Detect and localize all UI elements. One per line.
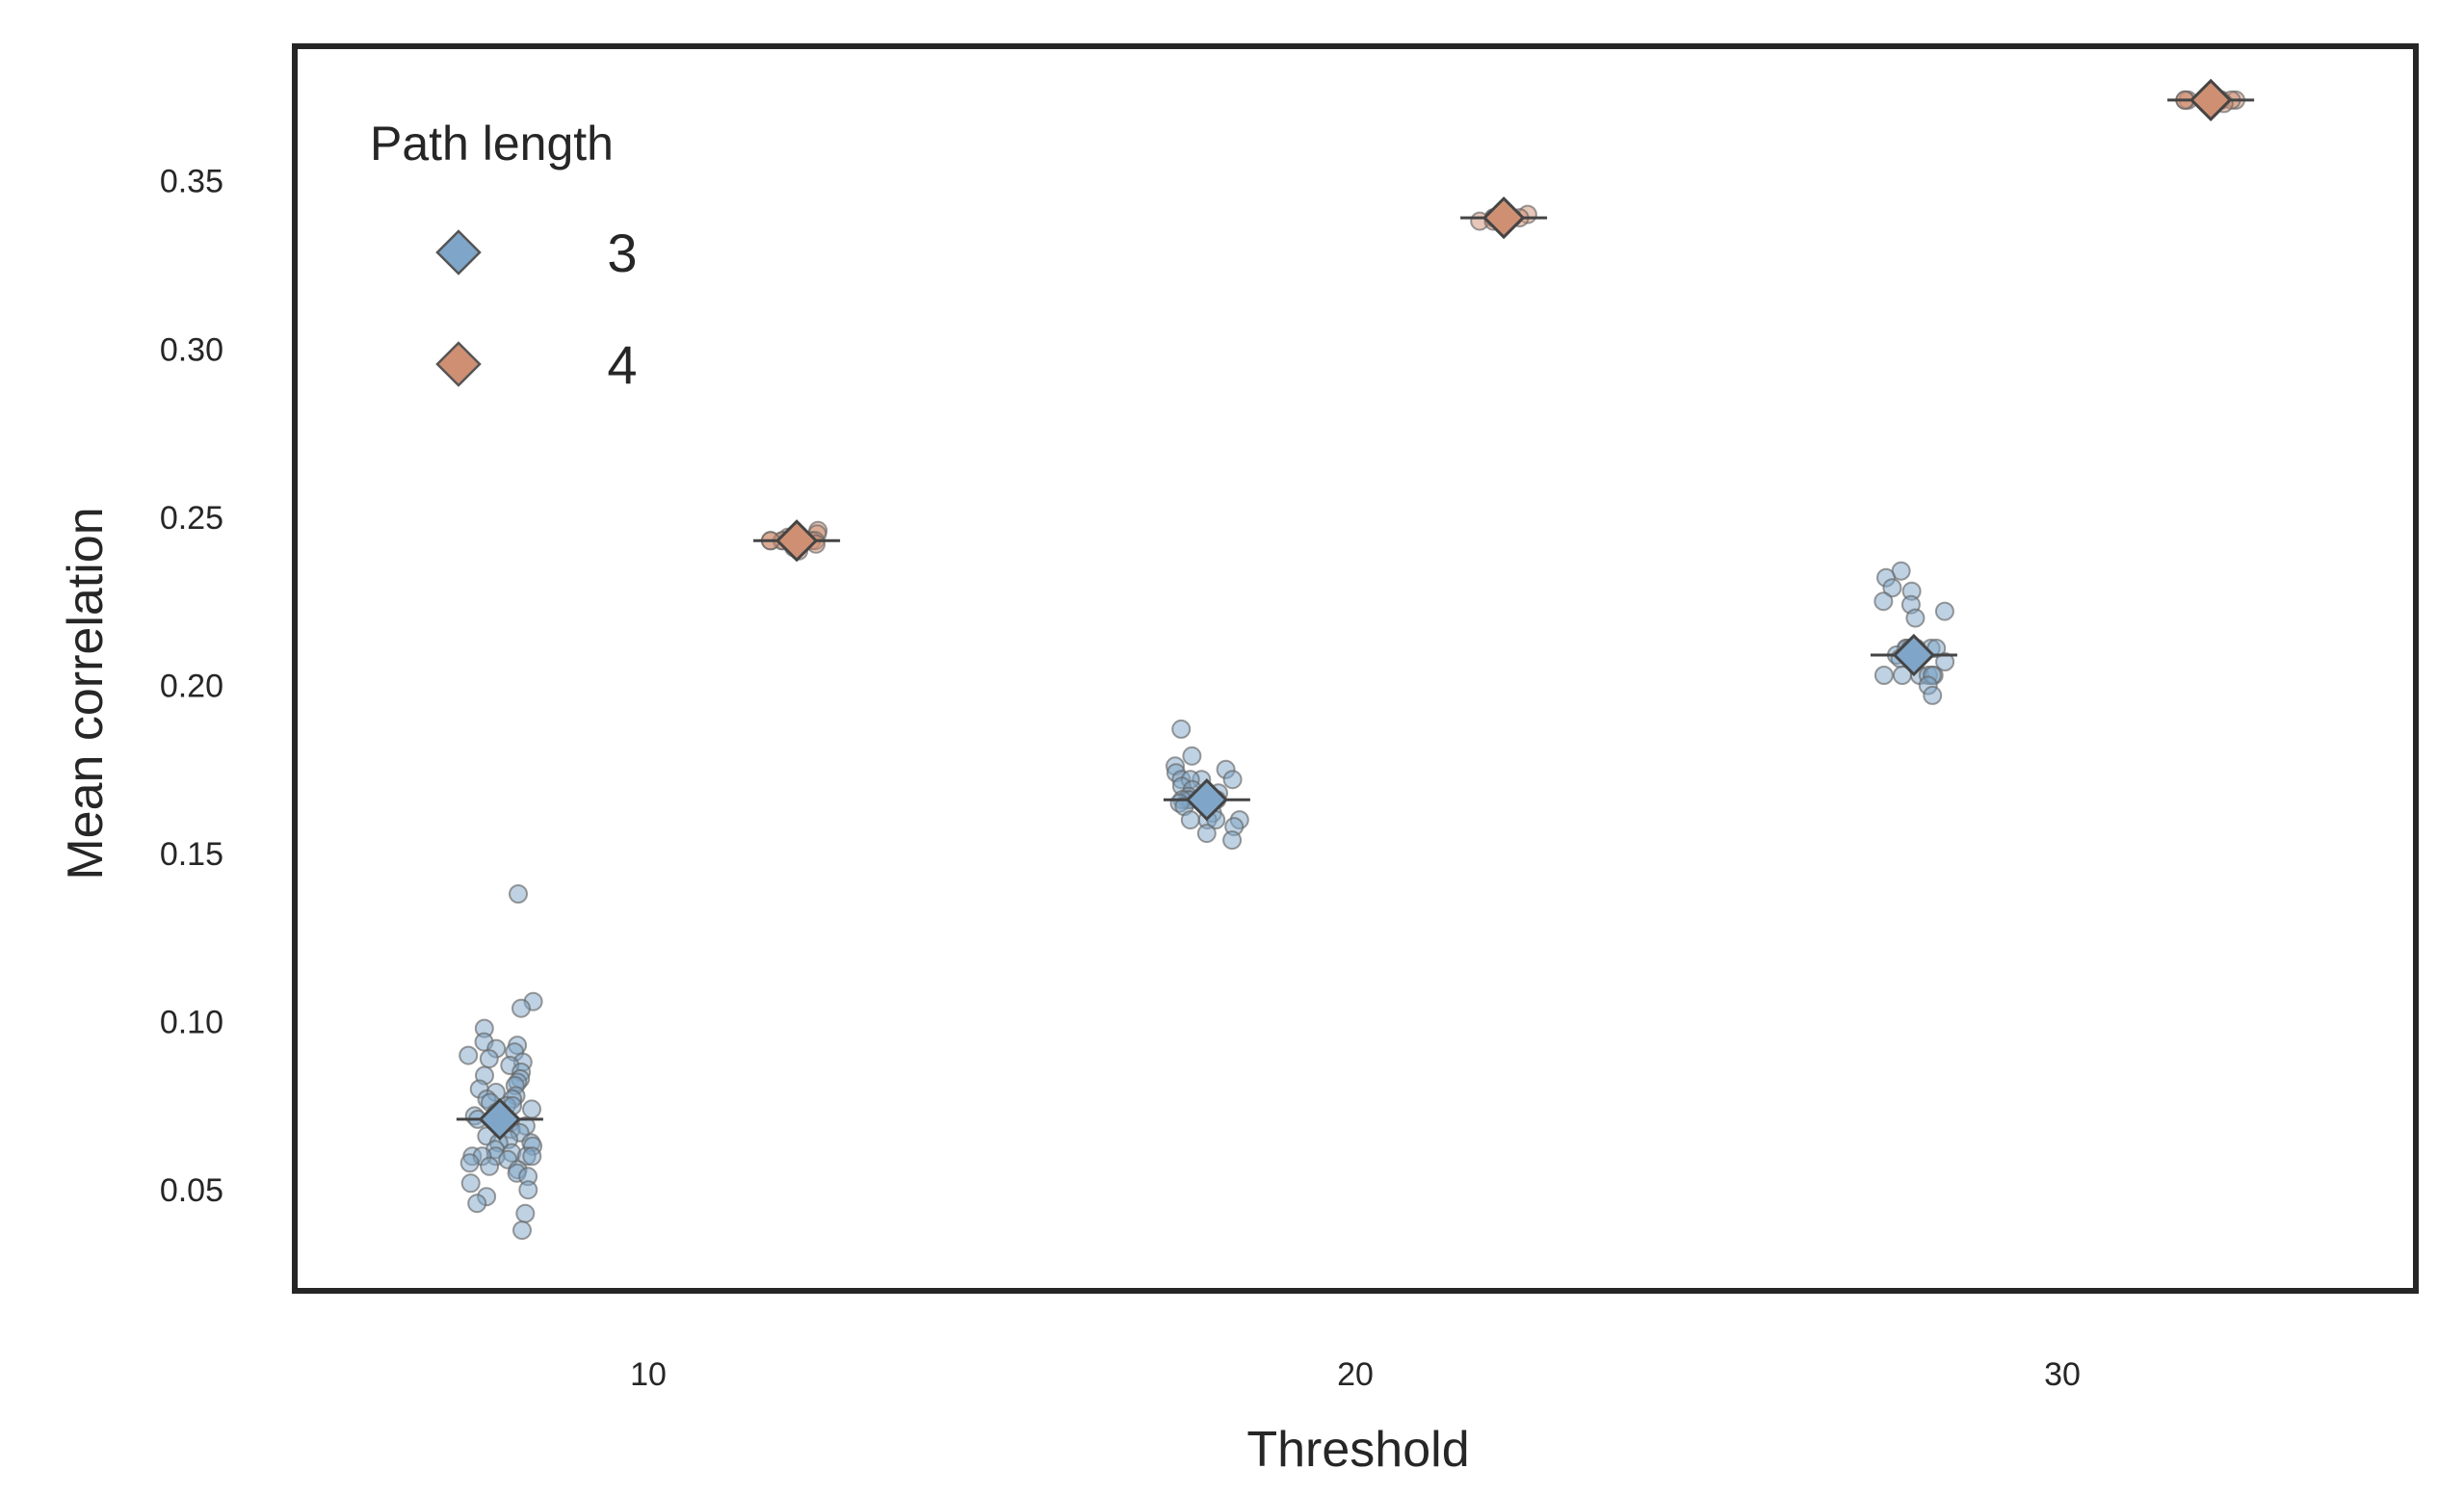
plot-frame	[292, 43, 2419, 1294]
legend-marker-4	[435, 341, 482, 387]
data-point	[1874, 666, 1894, 685]
legend-label-4: 4	[607, 334, 637, 395]
legend-title: Path length	[370, 117, 614, 171]
x-axis: 10 20 30	[630, 1356, 2081, 1393]
legend: Path length 3 4	[370, 117, 638, 395]
series-4-means	[753, 78, 2255, 563]
data-point	[1180, 810, 1200, 830]
mean-marker	[2189, 78, 2233, 121]
mean-marker	[775, 519, 819, 563]
series-3-means	[456, 633, 1957, 1142]
legend-marker-3	[435, 229, 482, 276]
data-point	[1905, 608, 1926, 628]
y-tick-label: 0.10	[160, 1005, 223, 1041]
y-tick-label: 0.25	[160, 500, 223, 537]
data-point	[1934, 601, 1954, 621]
data-point	[1935, 652, 1955, 671]
data-point	[1182, 746, 1202, 766]
marks-layer	[456, 78, 2255, 1241]
legend-entry-3: 3	[435, 223, 638, 283]
y-tick-label: 0.35	[160, 164, 223, 200]
data-point	[479, 1049, 499, 1069]
data-point	[1874, 591, 1894, 612]
y-tick-label: 0.30	[160, 331, 223, 368]
data-point	[509, 884, 528, 904]
y-tick-label: 0.15	[160, 836, 223, 873]
legend-entry-4: 4	[435, 334, 638, 395]
data-point	[1892, 666, 1912, 685]
x-tick-label: 10	[630, 1356, 667, 1393]
y-tick-label: 0.05	[160, 1172, 223, 1209]
data-point	[522, 1146, 542, 1167]
data-point	[518, 1180, 538, 1200]
data-point	[1222, 770, 1243, 790]
legend-label-3: 3	[607, 223, 637, 283]
data-point	[480, 1156, 500, 1176]
data-point	[1171, 719, 1192, 739]
data-point	[459, 1153, 480, 1173]
x-axis-label: Threshold	[1246, 1422, 1469, 1478]
data-point	[522, 1099, 541, 1119]
mean-marker	[1185, 778, 1228, 822]
y-axis: 0.05 0.10 0.15 0.20 0.25 0.30 0.35	[160, 164, 223, 1209]
y-axis-label: Mean correlation	[58, 507, 114, 879]
x-tick-label: 20	[1337, 1356, 1374, 1393]
data-point	[511, 998, 531, 1018]
mean-marker	[478, 1097, 521, 1142]
data-point	[1222, 830, 1243, 851]
data-point	[515, 1203, 536, 1223]
data-point	[1196, 824, 1217, 844]
data-point	[460, 1173, 481, 1194]
mean-marker	[1892, 633, 1935, 677]
data-point	[512, 1220, 532, 1241]
data-point	[467, 1194, 487, 1214]
y-tick-label: 0.20	[160, 669, 223, 705]
data-point	[1923, 685, 1943, 705]
data-point	[1882, 578, 1902, 598]
mean-marker	[1482, 196, 1526, 240]
data-point	[459, 1045, 479, 1065]
x-tick-label: 30	[2044, 1356, 2081, 1393]
